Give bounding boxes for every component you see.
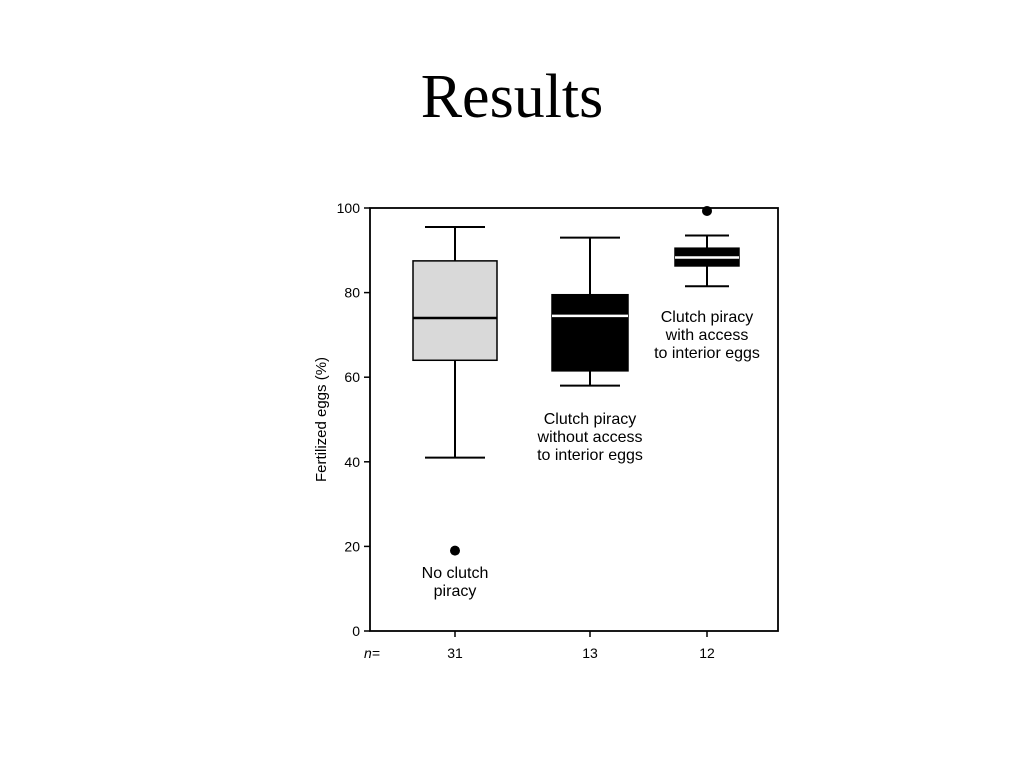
outlier-point xyxy=(450,545,460,556)
boxes xyxy=(412,205,740,556)
box xyxy=(551,293,629,372)
n-count-label: 31 xyxy=(447,645,463,661)
group-label: without access xyxy=(537,429,643,446)
y-tick-label: 0 xyxy=(352,623,360,639)
y-tick-label: 100 xyxy=(337,200,361,216)
group-label: to interior eggs xyxy=(654,345,760,362)
group-label: piracy xyxy=(434,583,477,600)
group-label: No clutch xyxy=(422,565,489,582)
y-axis-label: Fertilized eggs (%) xyxy=(313,357,330,482)
group-label: Clutch piracy xyxy=(661,309,753,326)
n-count-label: 13 xyxy=(582,645,598,661)
y-tick-label: 40 xyxy=(344,454,360,470)
outlier-point xyxy=(702,205,712,216)
axes: 0 20 40 60 80 100 Fertilized eggs (%) n= 31 13 12 xyxy=(313,200,779,661)
slide-title: Results xyxy=(420,63,604,131)
n-count-label: 12 xyxy=(699,645,715,661)
n-prefix-label: n= xyxy=(364,645,380,661)
y-tick-label: 60 xyxy=(344,369,360,385)
y-tick-label: 20 xyxy=(344,538,360,554)
group-label: Clutch piracy xyxy=(544,411,636,428)
plot-frame xyxy=(369,207,779,632)
box xyxy=(412,260,498,362)
group-label: with access xyxy=(665,327,749,344)
y-tick-label: 80 xyxy=(344,285,360,301)
group-label: to interior eggs xyxy=(537,447,643,464)
